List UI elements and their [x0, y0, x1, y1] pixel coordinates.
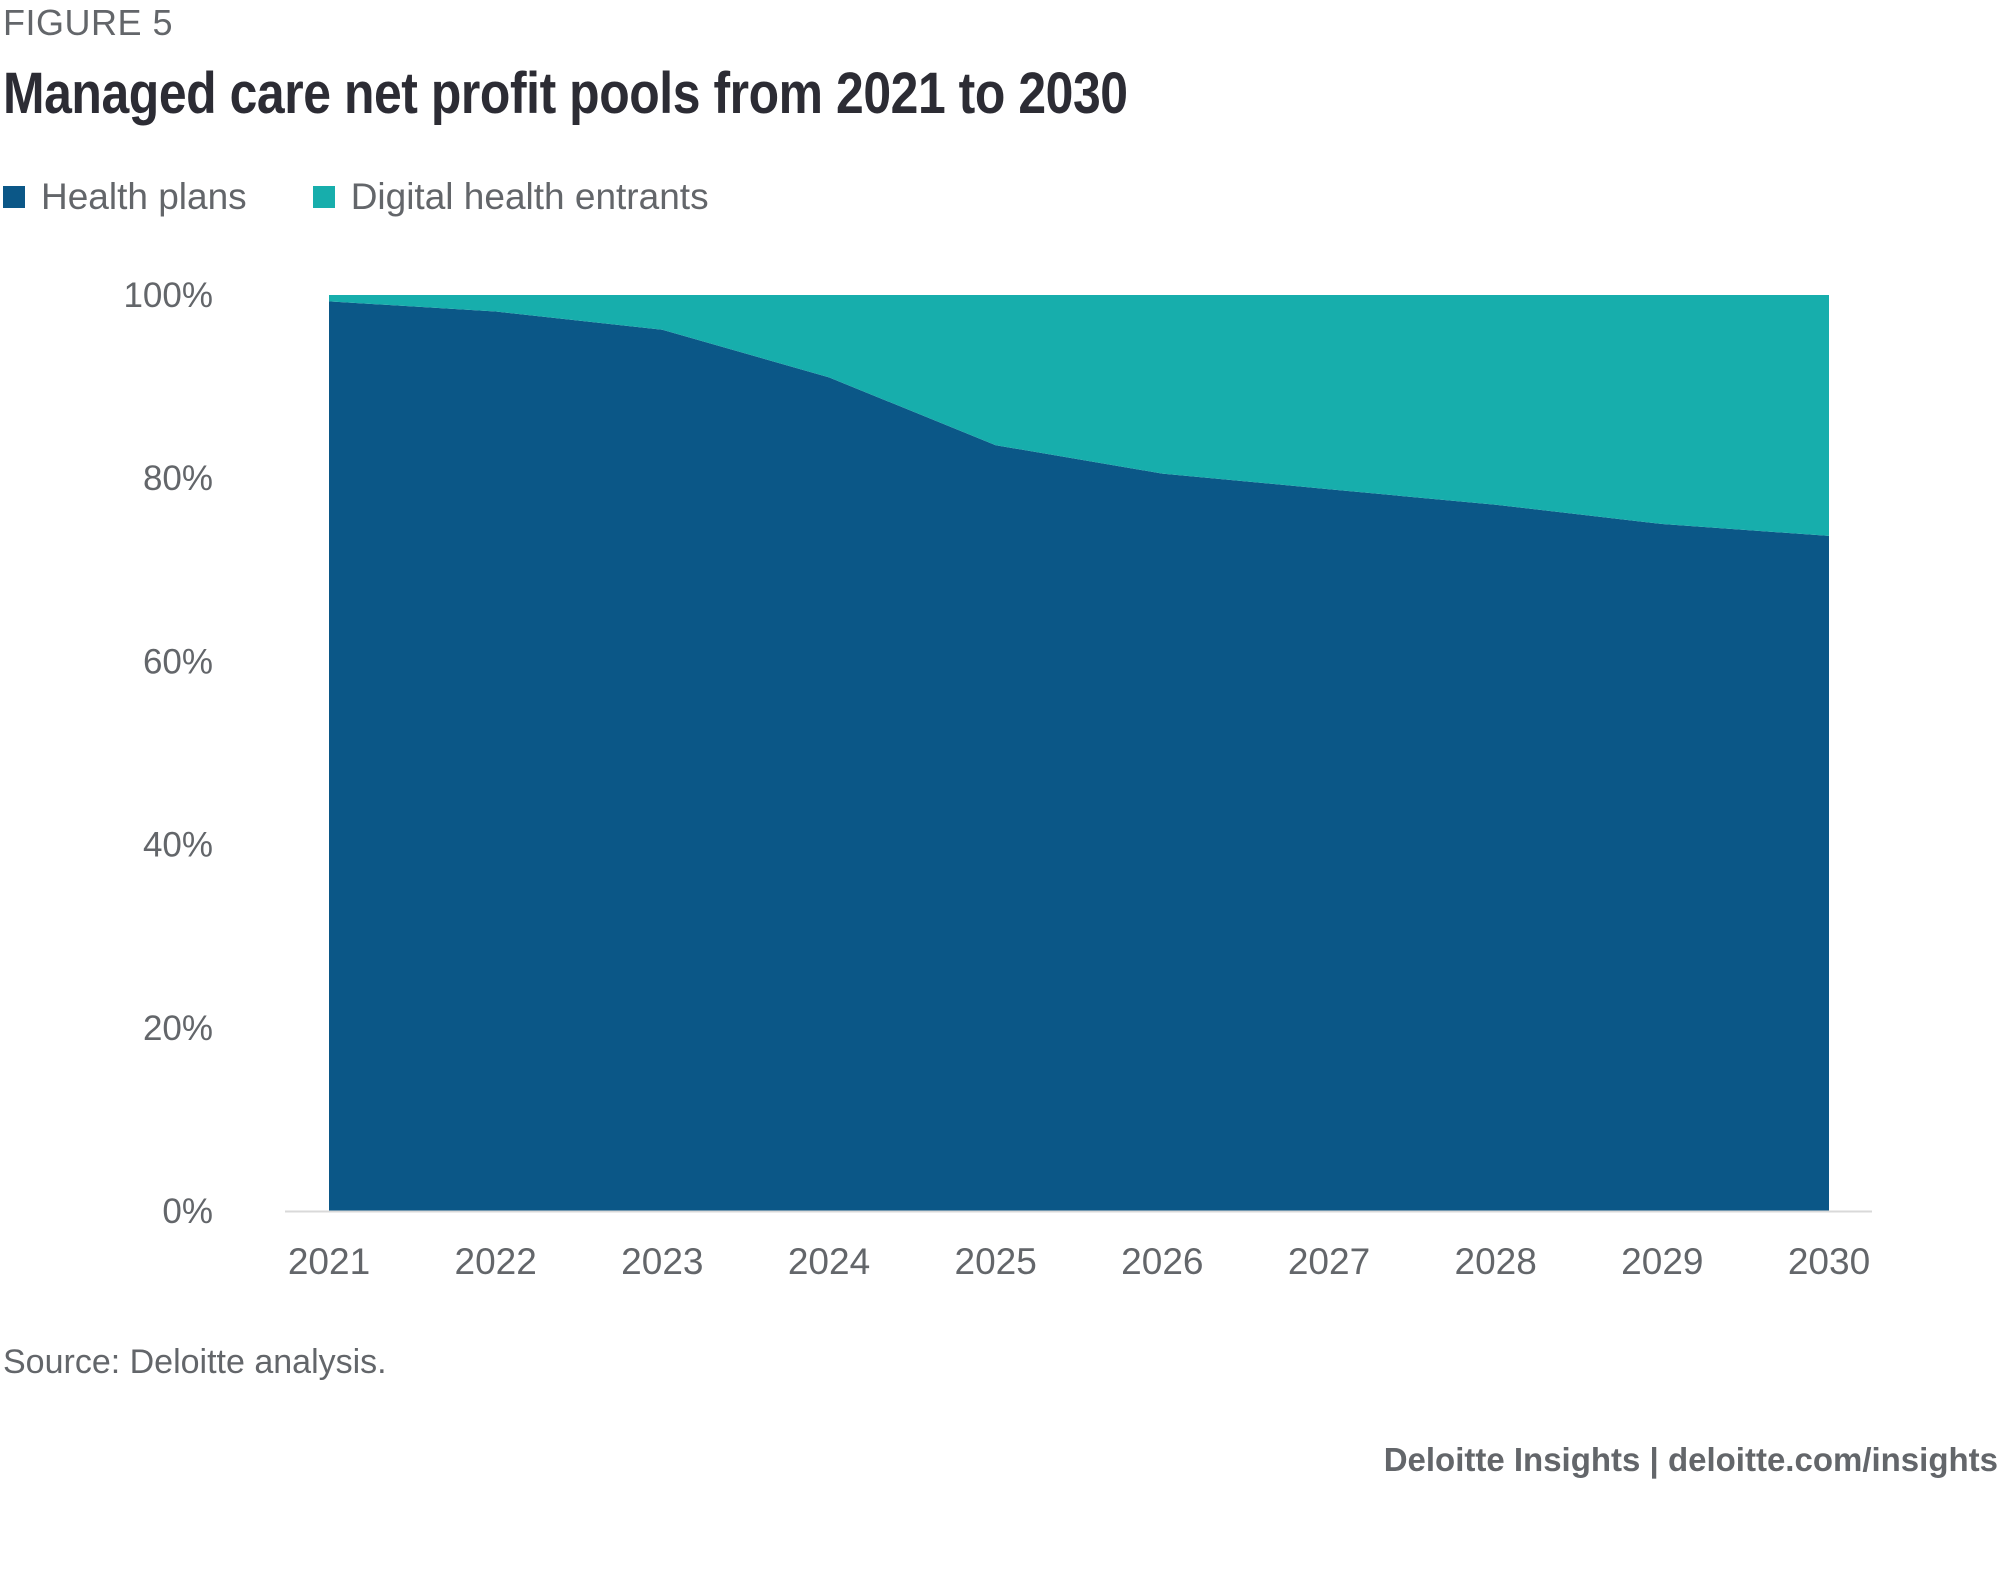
figure-label: FIGURE 5	[3, 2, 174, 43]
y-tick-label: 0%	[162, 1192, 213, 1231]
legend-item-health-plans: Health plans	[3, 176, 247, 218]
x-tick-label: 2027	[1288, 1241, 1370, 1282]
y-tick-label: 20%	[143, 1009, 213, 1048]
legend-item-digital-health-entrants: Digital health entrants	[312, 176, 709, 218]
legend-swatch-health-plans	[3, 186, 25, 208]
legend-swatch-digital-health-entrants	[312, 186, 335, 208]
x-tick-label: 2022	[455, 1241, 537, 1282]
y-tick-label: 80%	[143, 459, 213, 498]
footer-credit: Deloitte Insights | deloitte.com/insight…	[1383, 1441, 1998, 1478]
area-digital-health-entrants	[329, 295, 1829, 536]
x-tick-label: 2028	[1455, 1241, 1537, 1282]
area-health-plans	[329, 301, 1829, 1211]
x-tick-label: 2024	[788, 1241, 870, 1282]
legend: Health plans Digital health entrants	[3, 176, 775, 218]
chart-title: Managed care net profit pools from 2021 …	[3, 61, 1128, 126]
x-tick-label: 2026	[1121, 1241, 1203, 1282]
x-tick-label: 2025	[955, 1241, 1037, 1282]
legend-label-health-plans: Health plans	[41, 176, 247, 217]
legend-label-digital-health-entrants: Digital health entrants	[350, 176, 709, 217]
x-tick-label: 2029	[1621, 1241, 1703, 1282]
x-tick-label: 2021	[288, 1241, 370, 1282]
x-tick-label: 2023	[621, 1241, 703, 1282]
x-tick-label: 2030	[1788, 1241, 1870, 1282]
y-tick-label: 40%	[143, 826, 213, 865]
y-tick-label: 60%	[143, 642, 213, 681]
source-note: Source: Deloitte analysis.	[3, 1343, 387, 1381]
y-tick-label: 100%	[123, 276, 213, 315]
